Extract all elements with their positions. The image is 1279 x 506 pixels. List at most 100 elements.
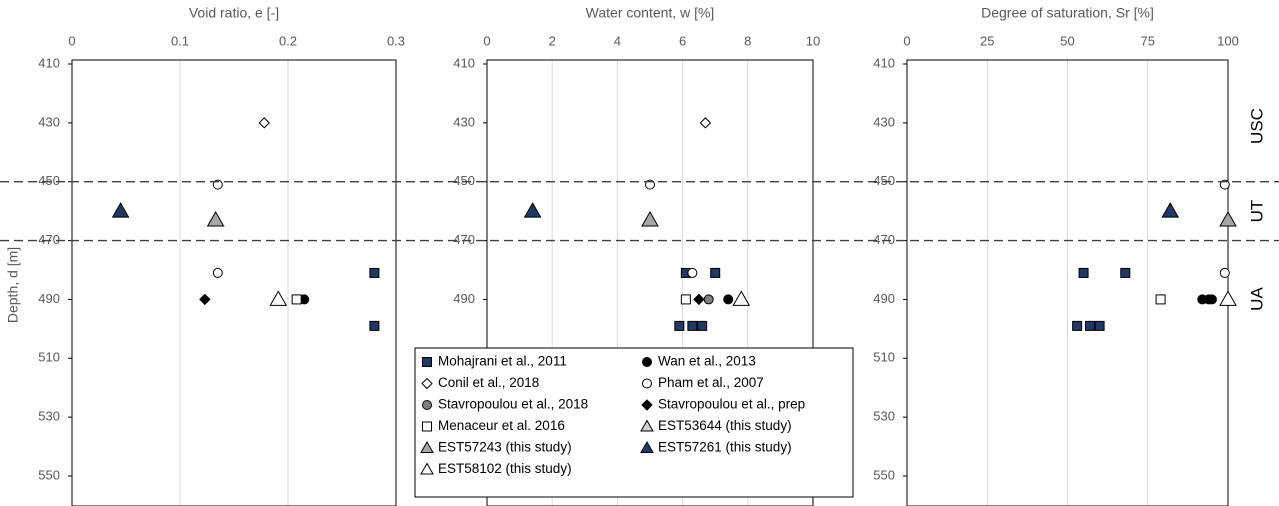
legend-label: EST57261 (this study) (658, 440, 792, 455)
marker-triangle (1219, 210, 1237, 227)
marker-circle (1219, 267, 1230, 278)
marker-triangle (640, 440, 654, 453)
marker-diamond (421, 377, 433, 390)
marker-triangle (420, 440, 434, 453)
marker-square (687, 320, 698, 331)
x-tick-label: 0.3 (387, 33, 405, 48)
marker-triangle (1161, 202, 1180, 218)
marker-triangle (732, 290, 751, 306)
zone-label: UT (1247, 200, 1266, 223)
y-tick-label: 470 (38, 232, 60, 247)
marker-square (1155, 294, 1166, 305)
x-tick-label: 75 (1141, 33, 1155, 48)
marker-circle (703, 294, 714, 305)
marker-circle (687, 267, 698, 278)
x-tick-label: 0.2 (279, 33, 297, 48)
legend-label: Pham et al., 2007 (658, 375, 764, 390)
marker-triangle (523, 202, 542, 218)
legend-label: Wan et al., 2013 (658, 354, 756, 369)
plot-frame (71, 59, 397, 506)
axis-title: Degree of saturation, Sr [%] (981, 5, 1154, 21)
y-tick-label: 510 (873, 350, 895, 365)
marker-circle (645, 179, 655, 190)
zone-label: UA (1247, 287, 1266, 311)
marker-triangle (206, 210, 225, 227)
legend-label: Conil et al., 2018 (438, 375, 539, 390)
x-tick-label: 0 (68, 33, 75, 48)
y-tick-label: 430 (38, 114, 60, 129)
y-tick-label: 550 (873, 467, 895, 482)
x-tick-label: 0 (903, 33, 910, 48)
legend-label: EST58102 (this study) (438, 461, 572, 476)
y-tick-label: 490 (873, 291, 895, 306)
marker-diamond (258, 117, 270, 129)
x-tick-label: 0 (483, 33, 490, 48)
marker-triangle (1219, 290, 1237, 306)
y-tick-label: 410 (453, 55, 475, 70)
marker-triangle (641, 210, 659, 227)
y-tick-label: 450 (38, 173, 60, 188)
marker-circle (1219, 179, 1230, 190)
legend-label: Stavropoulou et al., prep (658, 397, 805, 412)
marker-triangle (420, 462, 434, 475)
y-tick-label: 510 (38, 350, 60, 365)
x-tick-label: 50 (1060, 33, 1074, 48)
marker-circle (212, 267, 223, 278)
marker-square (369, 267, 380, 278)
marker-triangle (269, 290, 288, 306)
x-tick-label: 2 (549, 33, 556, 48)
legend-box (414, 347, 854, 498)
marker-circle (642, 378, 652, 389)
y-tick-label: 430 (453, 114, 475, 129)
marker-square (1078, 267, 1089, 278)
y-axis-title: Depth, d [m] (5, 247, 21, 323)
marker-square (697, 320, 708, 331)
zone-label: USC (1247, 108, 1266, 144)
y-tick-label: 530 (38, 409, 60, 424)
marker-square (680, 294, 691, 305)
marker-circle (422, 400, 432, 410)
axis-title: Water content, w [%] (586, 5, 715, 21)
marker-triangle (111, 202, 130, 218)
y-tick-label: 530 (873, 409, 895, 424)
marker-circle (642, 357, 652, 367)
x-tick-label: 0.1 (171, 33, 189, 48)
legend-label: EST53644 (this study) (658, 418, 792, 433)
axis-title: Void ratio, e [-] (189, 5, 279, 21)
marker-square (369, 320, 380, 331)
legend-label: Menaceur et al. 2016 (438, 418, 565, 433)
x-tick-label: 100 (1217, 33, 1239, 48)
y-tick-label: 450 (873, 173, 895, 188)
y-tick-label: 470 (873, 232, 895, 247)
y-tick-label: 470 (453, 232, 475, 247)
y-tick-label: 490 (453, 291, 475, 306)
y-tick-label: 450 (453, 173, 475, 188)
marker-diamond (199, 293, 211, 306)
marker-square (291, 294, 302, 305)
y-tick-label: 410 (873, 55, 895, 70)
x-tick-label: 4 (614, 33, 621, 48)
legend-label: Stavropoulou et al., 2018 (438, 397, 588, 412)
y-tick-label: 430 (873, 114, 895, 129)
marker-circle (723, 294, 734, 305)
x-tick-label: 25 (980, 33, 994, 48)
plot-frame (486, 59, 814, 506)
marker-diamond (641, 399, 653, 411)
marker-square (1120, 267, 1131, 278)
legend-label: Mohajrani et al., 2011 (438, 354, 567, 369)
marker-triangle (640, 419, 654, 432)
marker-square (674, 320, 685, 331)
x-tick-label: 6 (679, 33, 686, 48)
marker-circle (212, 179, 223, 190)
marker-square (1072, 320, 1083, 331)
marker-square (1084, 320, 1095, 331)
marker-circle (1206, 294, 1217, 305)
marker-square (710, 267, 721, 278)
x-tick-label: 8 (744, 33, 751, 48)
marker-square (422, 421, 432, 432)
y-tick-label: 550 (38, 467, 60, 482)
marker-diamond (699, 117, 712, 129)
x-tick-label: 10 (806, 33, 820, 48)
marker-square (1094, 320, 1105, 331)
